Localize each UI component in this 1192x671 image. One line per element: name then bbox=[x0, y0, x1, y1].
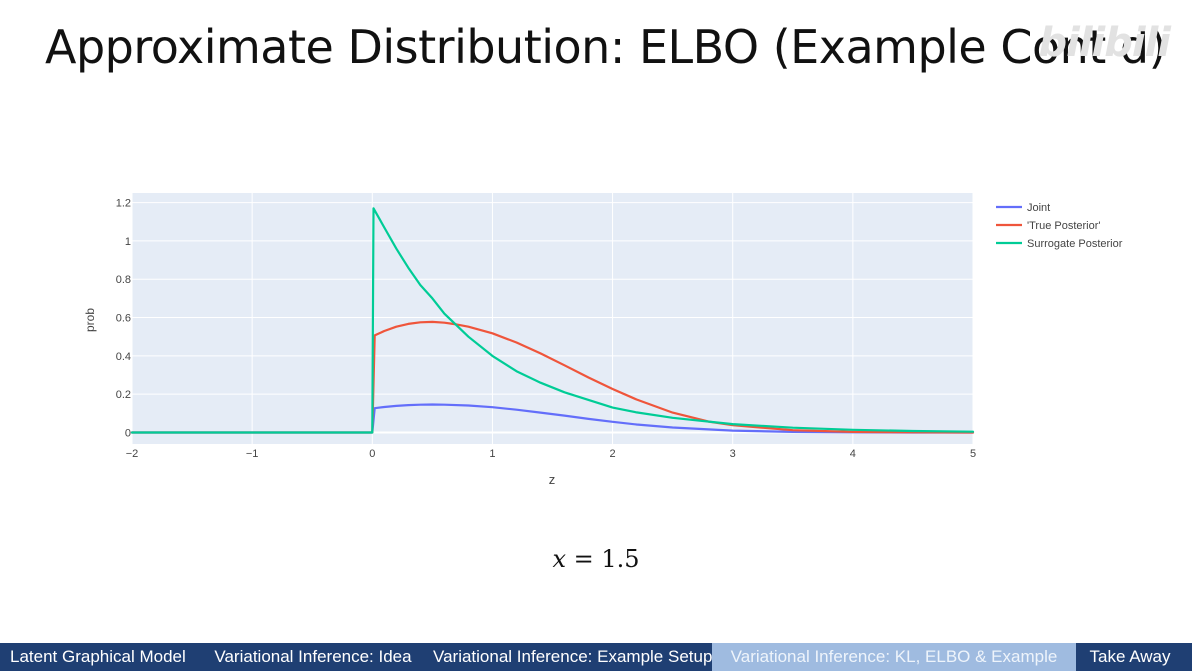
equation-x-value: x = 1.5 bbox=[0, 545, 1192, 573]
nav-item-2[interactable]: Variational Inference: Idea bbox=[214, 647, 412, 666]
x-tick-labels: −2 −1 0 1 2 3 4 5 bbox=[126, 448, 976, 460]
series-lines bbox=[130, 207, 975, 434]
x-tick-label: 5 bbox=[970, 448, 976, 460]
x-tick-label: −2 bbox=[126, 448, 139, 460]
chart-legend[interactable]: Joint 'True Posterior' Surrogate Posterior bbox=[996, 202, 1123, 250]
x-tick-label: 1 bbox=[489, 448, 495, 460]
nav-item-4[interactable]: Variational Inference: KL, ELBO & Exampl… bbox=[712, 643, 1076, 671]
nav-item-5[interactable]: Take Away bbox=[1089, 647, 1171, 666]
y-tick-label: 0.6 bbox=[116, 313, 131, 325]
y-tick-label: 0.2 bbox=[116, 389, 131, 401]
y-tick-label: 0.8 bbox=[116, 274, 131, 286]
equation-variable: x bbox=[552, 545, 566, 573]
y-tick-label: 1.2 bbox=[116, 198, 131, 210]
section-navigation-bar: Latent Graphical Model Variational Infere… bbox=[0, 643, 1192, 671]
nav-item-1[interactable]: Latent Graphical Model bbox=[10, 647, 186, 666]
x-tick-label: 4 bbox=[850, 448, 856, 460]
nav-item-3[interactable]: Variational Inference: Example Setup bbox=[433, 647, 713, 666]
y-tick-label: 1 bbox=[125, 236, 131, 248]
y-axis-title: prob bbox=[83, 308, 97, 332]
x-tick-label: 2 bbox=[610, 448, 616, 460]
y-tick-label: 0.4 bbox=[116, 351, 131, 363]
x-axis-title: z bbox=[549, 472, 556, 487]
x-tick-label: 3 bbox=[730, 448, 736, 460]
x-tick-label: −1 bbox=[246, 448, 259, 460]
plot-background bbox=[132, 193, 973, 444]
series-line-3 bbox=[130, 207, 975, 434]
legend-entry-1[interactable]: Joint bbox=[1027, 202, 1050, 214]
posterior-line-chart: −2 −1 0 1 2 3 4 5 0 0.2 0.4 0.6 0.8 1 1.2 z prob Join… bbox=[83, 193, 1123, 487]
x-tick-label: 0 bbox=[369, 448, 375, 460]
legend-entry-2[interactable]: 'True Posterior' bbox=[1027, 220, 1100, 232]
bilibili-watermark-logo: bilibili bbox=[1038, 20, 1171, 66]
series-line-1 bbox=[130, 403, 975, 434]
y-tick-label: 0 bbox=[125, 428, 131, 440]
slide-title: Approximate Distribution: ELBO (Example … bbox=[45, 20, 1167, 74]
y-tick-labels: 0 0.2 0.4 0.6 0.8 1 1.2 bbox=[116, 198, 131, 440]
legend-entry-3[interactable]: Surrogate Posterior bbox=[1027, 238, 1123, 250]
equation-value: = 1.5 bbox=[566, 545, 640, 573]
